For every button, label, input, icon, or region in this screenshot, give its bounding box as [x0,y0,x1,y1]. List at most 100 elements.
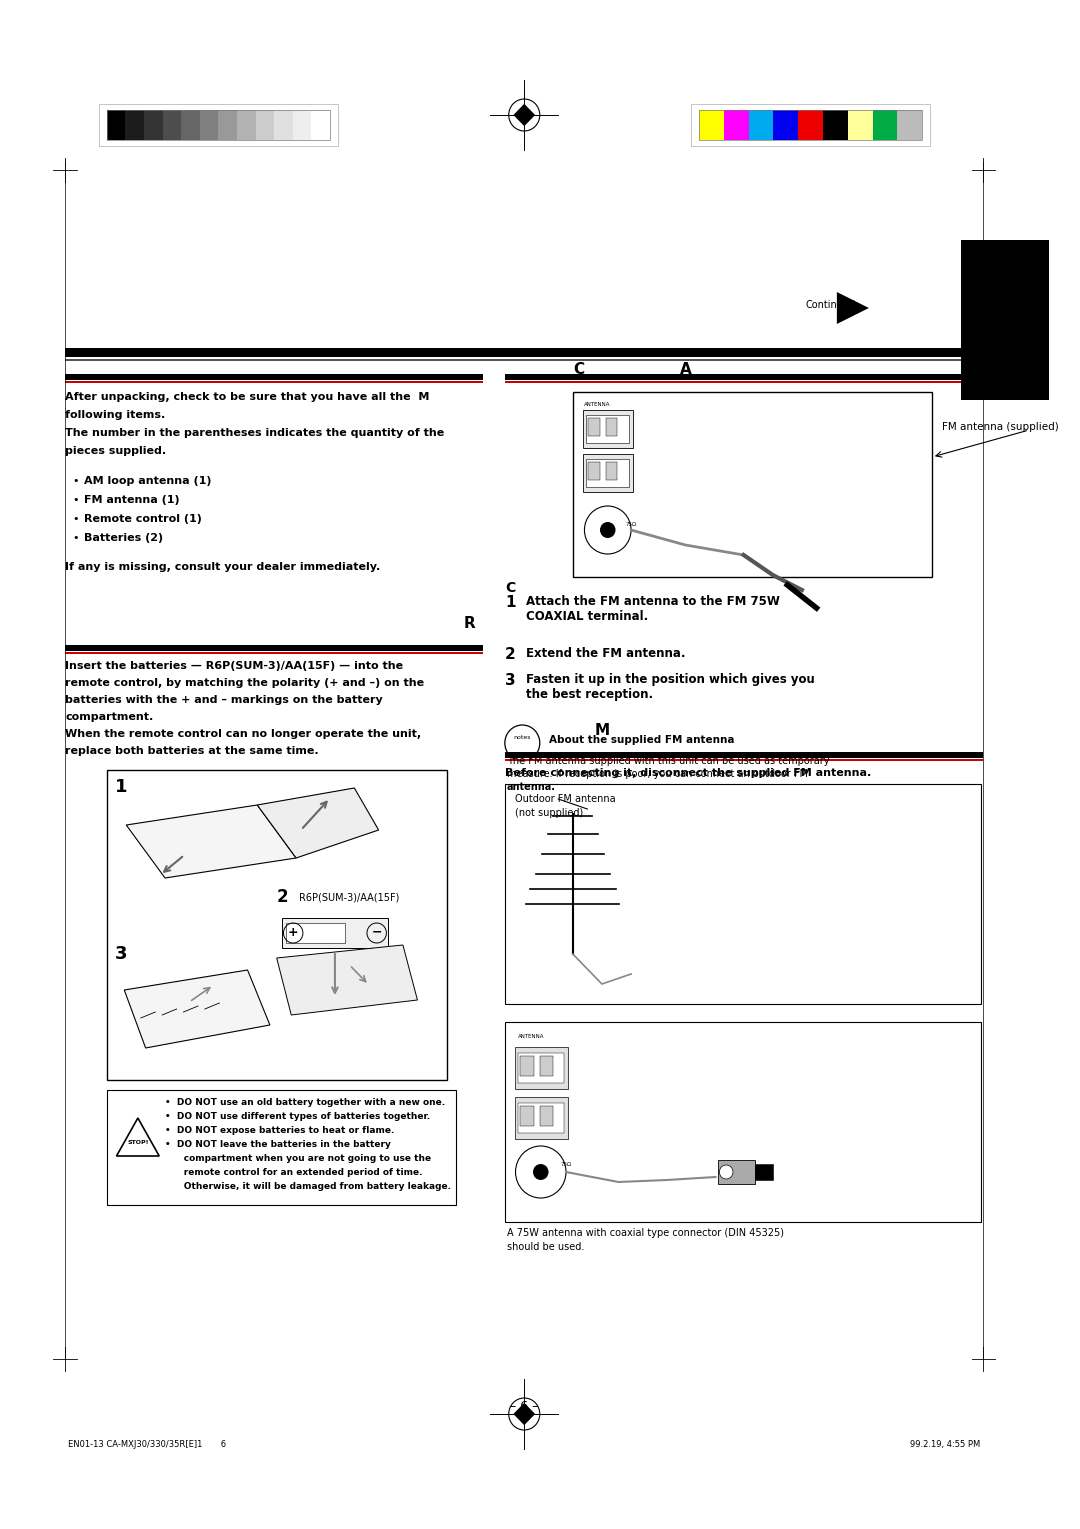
Text: 75Ω: 75Ω [561,1162,571,1167]
Bar [540,1057,553,1076]
Bar [107,110,330,141]
Polygon shape [257,787,379,858]
Text: compartment.: compartment. [65,713,153,722]
Bar [504,784,981,1005]
Text: 1: 1 [114,778,127,797]
Text: 2: 2 [276,888,288,907]
Bar [572,391,932,576]
Bar [773,110,798,141]
Text: •  DO NOT leave the batteries in the battery: • DO NOT leave the batteries in the batt… [165,1141,391,1148]
Text: STOP!: STOP! [127,1139,149,1145]
Bar [540,1105,553,1125]
Text: About the supplied FM antenna: About the supplied FM antenna [549,735,734,745]
Polygon shape [513,1402,535,1425]
Text: 75Ω: 75Ω [625,523,636,528]
Text: Fasten it up in the position which gives you
the best reception.: Fasten it up in the position which gives… [526,673,815,700]
Bar [286,924,345,943]
Text: R6P(SUM-3)/AA(15F): R6P(SUM-3)/AA(15F) [299,891,400,902]
Bar [237,110,256,141]
Bar [293,110,311,141]
Text: Extend the FM antenna.: Extend the FM antenna. [526,647,686,661]
Text: pieces supplied.: pieces supplied. [65,446,166,456]
Bar [504,752,984,758]
Bar [282,917,389,948]
Text: •  DO NOT use different types of batteries together.: • DO NOT use different types of batterie… [165,1112,430,1121]
Bar [897,110,922,141]
Bar [514,1096,568,1139]
Text: Outdoor FM antenna: Outdoor FM antenna [514,794,616,804]
Text: EN01-13 CA-MXJ30/330/35R[E]1       6: EN01-13 CA-MXJ30/330/35R[E]1 6 [68,1440,226,1449]
Bar [748,110,773,141]
Text: Otherwise, it will be damaged from battery leakage.: Otherwise, it will be damaged from batte… [165,1182,451,1191]
Bar [823,110,848,141]
Bar [755,1164,773,1180]
Bar [724,110,748,141]
Bar [521,1105,534,1125]
Bar [65,359,984,361]
Bar [65,645,483,651]
Text: should be used.: should be used. [507,1242,584,1252]
Bar [256,110,274,141]
Polygon shape [276,945,418,1015]
Text: replace both batteries at the same time.: replace both batteries at the same time. [65,746,319,755]
Bar [144,110,163,141]
Bar [274,110,293,141]
Bar [504,375,984,381]
Bar [691,104,930,145]
Text: Insert the batteries — R6P(SUM-3)/AA(15F) — into the: Insert the batteries — R6P(SUM-3)/AA(15F… [65,661,403,671]
Bar [311,110,330,141]
Bar [606,462,618,480]
Text: •: • [72,514,79,524]
Text: +: + [288,927,298,939]
Bar [163,110,181,141]
Text: ANTENNA: ANTENNA [584,402,611,407]
Bar [606,417,618,436]
Circle shape [534,1164,549,1180]
Bar [582,410,633,448]
Text: FM antenna (1): FM antenna (1) [84,495,180,505]
Polygon shape [124,969,270,1047]
Bar [107,1090,456,1205]
Bar [514,1047,568,1089]
Text: remote control for an extended period of time.: remote control for an extended period of… [165,1168,422,1177]
Text: Before connecting it, disconnect the supplied FM antenna.: Before connecting it, disconnect the sup… [504,768,872,778]
Text: batteries with the + and – markings on the battery: batteries with the + and – markings on t… [65,696,382,705]
Bar [718,1161,755,1183]
Bar [873,110,897,141]
Text: A: A [679,362,691,378]
Text: After unpacking, check to be sure that you have all the  M: After unpacking, check to be sure that y… [65,391,430,402]
Bar [589,417,600,436]
Text: measure. If reception is poor, you can connect an outdoor FM: measure. If reception is poor, you can c… [507,769,808,778]
Circle shape [719,1165,733,1179]
Text: following items.: following items. [65,410,165,420]
Text: •  DO NOT expose batteries to heat or flame.: • DO NOT expose batteries to heat or fla… [165,1125,394,1135]
Bar [518,1102,564,1133]
Text: Continued: Continued [806,300,856,310]
Text: •: • [72,476,79,486]
Circle shape [600,521,616,538]
Text: AM loop antenna (1): AM loop antenna (1) [84,476,212,486]
Text: •  DO NOT use an old battery together with a new one.: • DO NOT use an old battery together wit… [165,1098,445,1107]
Bar [65,349,984,356]
Text: M: M [594,723,609,739]
Polygon shape [117,1118,159,1156]
Text: – 6 –: – 6 – [510,1401,539,1413]
Text: ANTENNA: ANTENNA [518,1034,545,1040]
Text: Remote control (1): Remote control (1) [84,514,202,524]
Bar [961,240,1049,401]
Bar [65,375,483,381]
Text: Batteries (2): Batteries (2) [84,534,163,543]
Bar [699,110,724,141]
Text: remote control, by matching the polarity (+ and –) on the: remote control, by matching the polarity… [65,677,424,688]
Bar [181,110,200,141]
Text: notes: notes [514,735,531,740]
Bar [848,110,873,141]
Bar [200,110,218,141]
Bar [107,110,125,141]
Bar [582,454,633,492]
Bar [99,104,338,145]
Bar [586,459,629,488]
Bar [107,771,447,1079]
Bar [218,110,237,141]
Text: The number in the parentheses indicates the quantity of the: The number in the parentheses indicates … [65,428,444,437]
